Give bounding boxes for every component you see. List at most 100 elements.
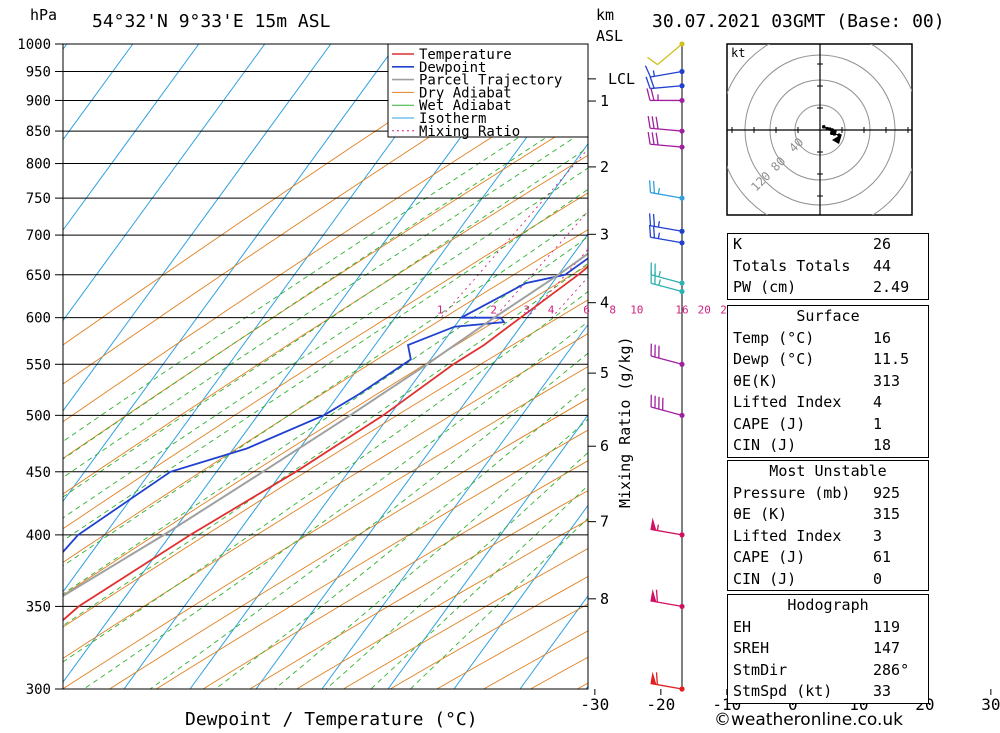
row-label: Temp (°C) [733,328,815,347]
pressure-tick-label: 600 [26,311,51,327]
row-label: StmDir [733,660,788,679]
credit-link[interactable]: ©weatheronline.co.uk [714,710,904,730]
km-unit-label: km [596,6,614,24]
x-axis-title: Dewpoint / Temperature (°C) [185,709,478,730]
table-row: K 26 [728,234,928,256]
mixing-ratio-label: 2 [490,304,497,317]
table-row: Lifted Index 3 [728,526,928,548]
temperature-tick-label: 30 [981,695,1000,714]
row-value: 2.49 [873,278,910,296]
table-row: StmDir 286° [728,660,928,682]
table-row: CIN (J) 18 [728,435,928,457]
table-row: CAPE (J) 61 [728,547,928,569]
pressure-tick-label: 550 [26,357,51,373]
dry-adiabat-line [202,460,588,689]
km-tick-label: 7 [600,513,609,531]
km-tick-label: 1 [600,92,609,110]
legend-label: Temperature [419,47,512,63]
row-label: θE (K) [733,505,788,523]
mixing-ratio-label: 8 [609,304,616,317]
legend-label: Isotherm [419,111,486,127]
mixing-ratio-axis-title: Mixing Ratio (g/kg) [616,336,634,508]
temperature-tick-label: 0 [788,695,798,714]
hodograph-panel: Hodograph EH 119 SREH 147 StmDir 286° StmSpd (… [727,594,929,704]
mixing-ratio-label: 1 [437,304,444,317]
row-label: Totals Totals [733,256,851,275]
temperature-tick-label: -30 [580,695,609,714]
table-row: CIN (J) 0 [728,569,928,591]
isotherm-line [63,44,398,503]
km-tick-label: 8 [600,590,609,608]
hodograph-title: Hodograph [787,596,869,614]
table-row: EH 119 [728,617,928,639]
mixing-ratio-line [440,148,588,318]
pressure-tick-label: 350 [26,599,51,615]
asl-unit-label: ASL [596,27,623,45]
dry-adiabat-line [156,429,588,689]
row-value: 11.5 [873,350,910,368]
wet-adiabat-line [370,484,588,689]
row-label: CIN (J) [733,569,797,588]
pressure-tick-label: 650 [26,268,51,284]
wind-barb [648,213,685,234]
pressure-unit-label: hPa [30,6,57,24]
table-row: Dewp (°C) 11.5 [728,349,928,371]
mixing-ratio-label: 20 [698,304,711,317]
dry-adiabat-line [63,333,588,659]
wind-barb [648,224,685,246]
location-title: 54°32'N 9°33'E 15m ASL [92,11,331,32]
temperature-tick-label: -20 [646,695,675,714]
isotherm-line [63,44,266,322]
wind-barb [650,589,685,610]
km-tick-label: 2 [600,158,609,176]
row-value: 44 [873,256,892,275]
isotherm-line [63,44,332,412]
row-value: 286° [873,660,910,679]
hodograph-unit-label: kt [731,46,745,60]
pressure-tick-label: 850 [26,124,51,140]
row-label: EH [733,617,752,636]
row-label: CAPE (J) [733,414,806,433]
surface-title: Surface [796,307,860,325]
wind-barb [650,671,685,692]
surface-panel: Surface Temp (°C) 16 Dewp (°C) 11.5 θE(K) 313… [727,305,929,458]
row-value: 119 [873,617,901,636]
wet-adiabat-line [63,291,588,663]
km-tick-label: 3 [600,225,609,243]
legend-label: Dewpoint [419,60,486,76]
hodograph-point [821,125,826,129]
row-value: 313 [873,371,901,390]
table-row: StmSpd (kt) 33 [728,681,928,703]
wind-barb [650,517,685,538]
wet-adiabat-line [63,188,588,542]
pressure-tick-label: 900 [26,93,51,109]
wet-adiabat-line [149,352,588,689]
wind-barb [646,88,685,104]
pressure-tick-label: 400 [26,528,51,544]
pressure-tick-label: 750 [26,191,51,207]
row-label: CAPE (J) [733,548,806,566]
dry-adiabat-line [63,299,588,628]
table-row: CAPE (J) 1 [728,414,928,436]
pressure-tick-label: 500 [26,408,51,424]
mixing-ratio-label: 3 [523,304,530,317]
km-tick-label: LCL [608,70,635,88]
dry-adiabat-line [951,44,1000,689]
row-label: K [733,235,743,253]
wet-adiabat-line [63,109,588,460]
dry-adiabat-line [109,398,588,689]
row-value: 61 [873,548,892,566]
km-tick-label: 5 [600,364,609,382]
row-label: SREH [733,639,770,657]
temperature-line [63,265,588,622]
wind-barb [648,180,685,201]
row-value: 4 [873,393,883,411]
row-label: CIN (J) [733,436,797,454]
wind-barb [647,115,685,134]
km-tick-label: 6 [600,437,609,455]
table-row: Totals Totals 44 [728,256,928,278]
isotherm-line [0,44,1,689]
table-row: SREH 147 [728,638,928,660]
